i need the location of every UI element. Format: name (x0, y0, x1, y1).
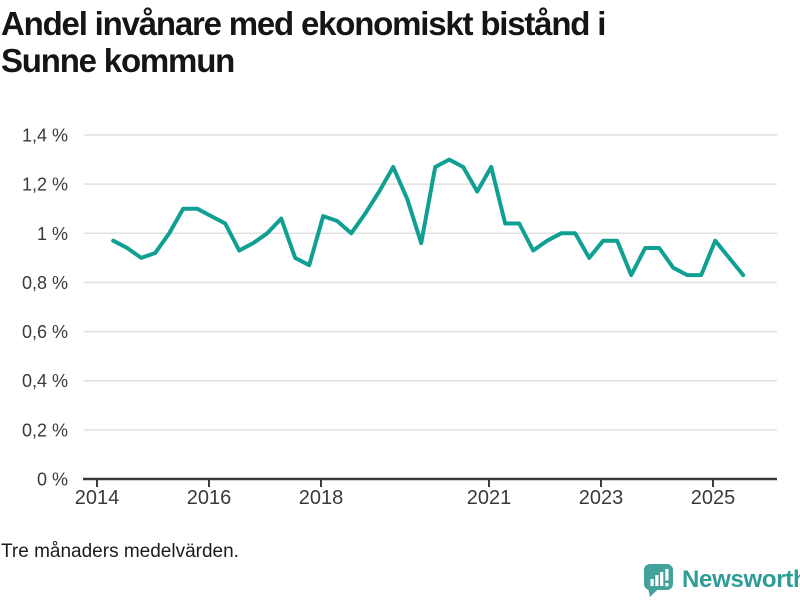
y-axis-label: 1,2 % (22, 175, 68, 195)
chart-title-line1: Andel invånare med ekonomiskt bistånd i (1, 5, 606, 42)
y-axis-label: 0,6 % (22, 322, 68, 342)
x-axis-label: 2016 (187, 487, 232, 509)
chart-title-line2: Sunne kommun (1, 42, 235, 79)
chart-title: Andel invånare med ekonomiskt bistånd i … (1, 5, 791, 79)
bar-icon-2 (655, 575, 659, 586)
y-axis-label: 0,4 % (22, 371, 68, 391)
y-axis-label: 0,2 % (22, 420, 68, 440)
bar-icon-1 (650, 579, 654, 586)
x-axis-label: 2014 (75, 487, 120, 509)
newsworthy-logo-icon (644, 564, 673, 597)
exclamation-bar-icon (665, 569, 669, 581)
newsworthy-brand[interactable]: Newsworthy (644, 562, 800, 598)
y-axis-label: 1 % (37, 224, 68, 244)
x-axis-label: 2018 (299, 487, 344, 509)
brand-name: Newsworthy (682, 566, 800, 593)
speech-bubble-tail (648, 588, 659, 597)
x-axis-label: 2025 (691, 487, 736, 509)
trend-line (111, 157, 746, 278)
x-axis-label: 2023 (579, 487, 624, 509)
y-axis-label: 1,4 % (22, 126, 68, 146)
chart-footnote: Tre månaders medelvärden. (1, 541, 239, 562)
y-axis-label: 0,8 % (22, 273, 68, 293)
x-axis-label: 2021 (467, 487, 512, 509)
exclamation-dot-icon (665, 583, 669, 587)
y-axis-label: 0 % (37, 470, 68, 490)
bar-icon-3 (660, 572, 664, 586)
